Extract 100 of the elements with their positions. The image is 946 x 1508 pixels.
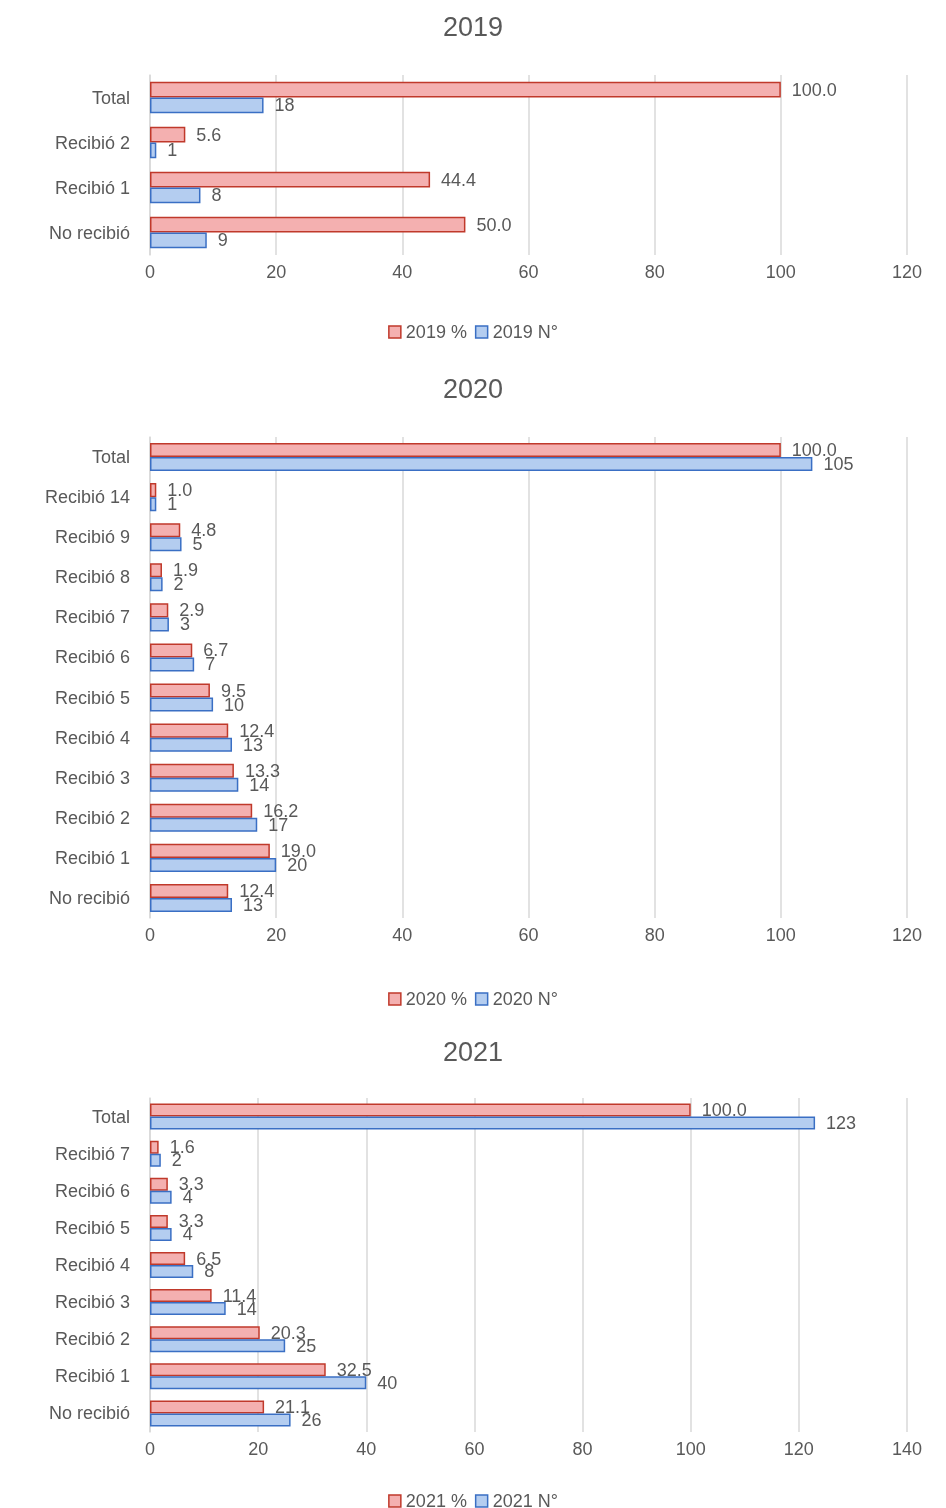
x-tick-label: 20 [248, 1439, 269, 1459]
x-tick-label: 20 [266, 262, 287, 282]
y-tick-label: No recibió [48, 1403, 130, 1424]
legend-label: 2019 N° [492, 322, 558, 342]
y-tick-label: No recibió [48, 887, 130, 908]
data-label: 9 [217, 230, 228, 251]
y-tick-label: Recibió 2 [54, 1329, 130, 1350]
y-tick-label: Total [91, 87, 130, 108]
bar [150, 697, 214, 712]
bar [150, 81, 781, 98]
x-tick-label: 60 [518, 925, 539, 945]
x-tick-label: 0 [144, 925, 156, 945]
y-tick-label: Recibió 3 [54, 1292, 130, 1313]
bar [150, 1227, 172, 1241]
bar [150, 1326, 260, 1340]
bar [150, 497, 157, 512]
x-tick-label: 0 [144, 1439, 156, 1459]
x-tick-label: 100 [675, 1439, 706, 1459]
bar [150, 1116, 816, 1130]
x-tick-label: 140 [891, 1439, 923, 1459]
bar [150, 843, 270, 858]
data-label: 100.0 [701, 1100, 747, 1121]
legend-label: 2020 % [405, 989, 467, 1009]
bar [150, 563, 162, 578]
bar [150, 1140, 159, 1154]
x-tick-label: 120 [891, 925, 923, 945]
x-tick-label: 20 [266, 925, 287, 945]
bar [150, 683, 210, 698]
bar [150, 777, 239, 792]
y-tick-label: Recibió 6 [54, 647, 130, 668]
y-tick-label: Recibió 1 [54, 847, 130, 868]
data-label: 32.5 [336, 1359, 372, 1380]
bar [150, 1302, 226, 1316]
x-tick-label: 60 [464, 1439, 485, 1459]
bar [150, 187, 201, 204]
y-tick-label: Recibió 5 [54, 1217, 130, 1238]
bar [150, 523, 181, 538]
bar [150, 1252, 186, 1265]
bar [150, 97, 264, 114]
y-tick-label: Recibió 4 [54, 727, 130, 748]
bar [150, 1214, 168, 1228]
y-tick-label: Total [91, 1106, 130, 1127]
bar [150, 142, 157, 159]
bar [150, 1153, 161, 1167]
legend-label: 2020 N° [492, 989, 558, 1009]
data-label: 50.0 [476, 214, 512, 235]
bar [150, 483, 157, 498]
x-tick-label: 100 [765, 925, 796, 945]
data-label: 40 [377, 1372, 398, 1393]
bar [150, 1190, 172, 1204]
chart-title: 2021 [442, 1036, 504, 1067]
bar [150, 1177, 168, 1191]
data-label: 5.6 [196, 124, 222, 145]
bar [150, 617, 169, 632]
bar [150, 171, 431, 188]
data-label: 18 [274, 95, 295, 116]
x-tick-label: 0 [144, 262, 156, 282]
bar [150, 1265, 194, 1278]
y-tick-label: Recibió 4 [54, 1255, 130, 1275]
bar [150, 817, 258, 832]
x-tick-label: 60 [518, 262, 539, 282]
bar [150, 1376, 367, 1390]
y-tick-label: Recibió 9 [54, 527, 130, 548]
x-tick-label: 120 [891, 262, 923, 282]
y-tick-label: Recibió 5 [54, 687, 130, 708]
data-label: 123 [826, 1113, 857, 1134]
y-tick-label: No recibió [48, 222, 130, 243]
bar [150, 857, 277, 872]
chart-title: 2019 [442, 11, 504, 42]
x-tick-label: 40 [356, 1439, 377, 1459]
bar [150, 723, 229, 738]
bar [150, 657, 195, 672]
bar [150, 537, 182, 552]
bar [150, 1339, 286, 1353]
bar [150, 1103, 691, 1117]
bar [150, 803, 253, 818]
y-tick-label: Recibió 8 [54, 567, 130, 588]
bar [150, 457, 813, 472]
bar [150, 643, 193, 658]
x-tick-label: 40 [392, 925, 413, 945]
bar [150, 1413, 291, 1427]
bar [150, 126, 186, 143]
bar [150, 737, 233, 752]
bar [150, 1400, 265, 1414]
legend-label: 2021 % [405, 1491, 467, 1508]
bar [150, 216, 466, 233]
x-tick-label: 80 [644, 262, 665, 282]
data-label: 8 [211, 185, 222, 206]
bar [150, 897, 233, 912]
legend-label: 2021 N° [492, 1491, 558, 1508]
y-tick-label: Recibió 1 [54, 177, 130, 198]
bar [150, 577, 163, 592]
y-tick-label: Recibió 7 [54, 607, 130, 628]
y-tick-label: Recibió 2 [54, 132, 130, 153]
y-tick-label: Recibió 14 [44, 487, 130, 508]
bar [150, 1289, 212, 1303]
bar [150, 883, 229, 898]
data-label: 100.0 [791, 79, 837, 100]
x-tick-label: 80 [572, 1439, 593, 1459]
x-tick-label: 100 [765, 262, 796, 282]
